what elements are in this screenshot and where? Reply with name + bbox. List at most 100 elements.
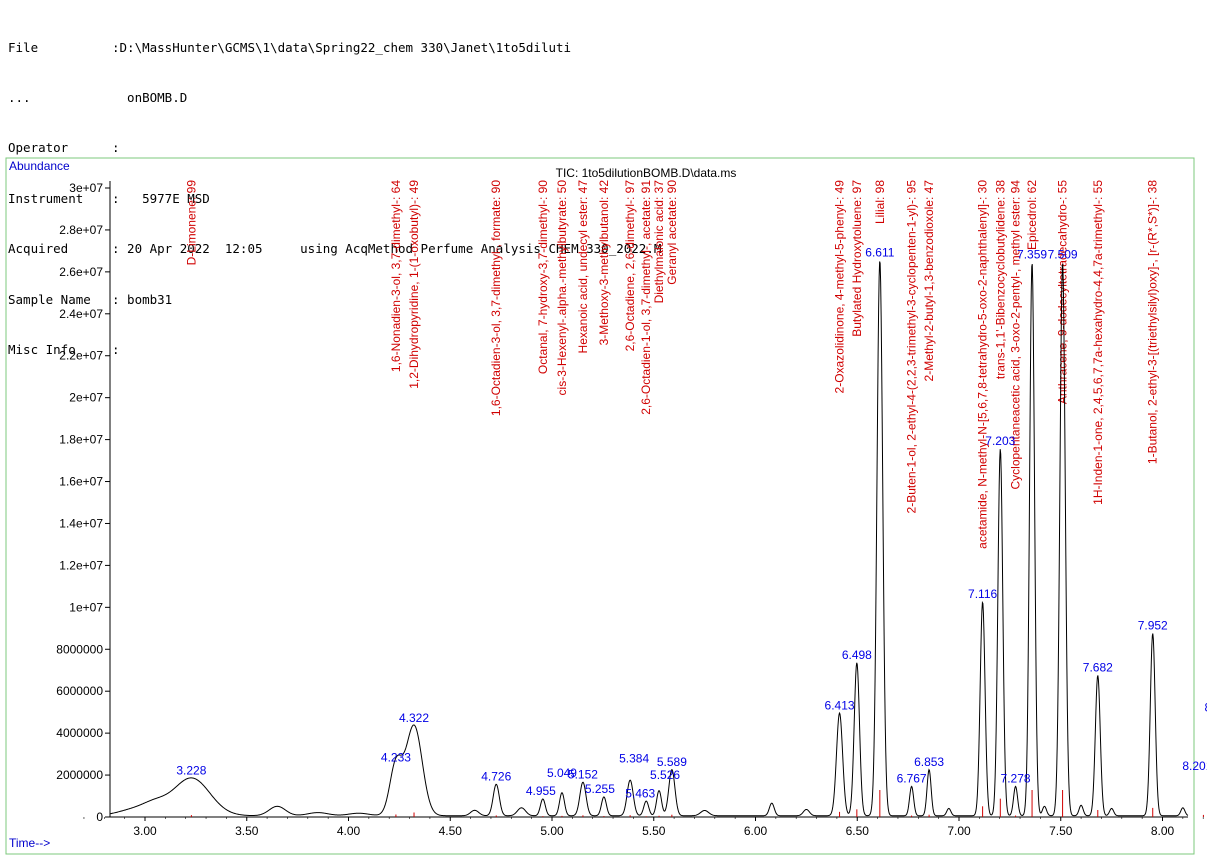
y-tick-label: 1.4e+07 (59, 516, 103, 530)
header-row-continuation: ... onBOMB.D (8, 90, 661, 107)
header-value: :D:\MassHunter\GCMS\1\data\Spring22_chem… (112, 39, 572, 55)
peak-label: 3.228 (176, 763, 206, 777)
header-row-misc-info: Misc Info: (8, 342, 661, 359)
y-tick-label: 2.8e+07 (59, 223, 103, 237)
x-tick-label: 4.00 (337, 824, 361, 838)
peak-label: 7.359 (1017, 247, 1047, 261)
peak-labels: 3.228 4.233 4.322 4.726 4.955 5.0495.1525.255… (176, 245, 1207, 800)
y-tick-label: 4000000 (56, 726, 103, 740)
compound-label: 2-Buten-1-ol, 2-ethyl-4-(2,2,3-trimethyl… (905, 180, 919, 514)
header-key: Operator (8, 140, 69, 156)
compound-label: 1,6-Octadien-3-ol, 3,7-dimethyl-, format… (489, 180, 503, 416)
peak-label: 4.726 (481, 770, 511, 784)
header-value: onBOMB.D (112, 89, 188, 105)
compound-label: Hexanoic acid, undecyl ester: 47 (576, 180, 590, 354)
compound-label: 2,6-Octadien-1-ol, 3,7-dimethyl-, acetat… (639, 180, 653, 415)
header-row-sample-name: Sample Name : bomb31 (8, 292, 661, 309)
tic-trace (110, 261, 1189, 817)
peak-label: 7.952 (1138, 619, 1168, 633)
header-key: Sample Name (8, 291, 91, 307)
compound-label: Diethylmalonic acid: 37 (652, 180, 666, 304)
y-tick-label: 2.6e+07 (59, 265, 103, 279)
x-tick-label: 6.00 (744, 824, 768, 838)
compound-label: trans-1,1'-Bibenzocyclobutylidene: 38 (993, 180, 1007, 379)
peak-label: 5.463 (625, 786, 655, 800)
compound-label: Geranyl acetate: 90 (665, 180, 679, 285)
compound-label: cis-3-Hexenyl-.alpha.-methylbutyrate: 50 (555, 180, 569, 396)
x-tick-label: 5.50 (642, 824, 666, 838)
compound-label: 2-Methyl-2-butyl-1,3-benzodioxole: 47 (922, 180, 936, 382)
compound-label: Octanal, 7-hydroxy-3,7-dimethyl-: 90 (536, 180, 550, 374)
header-key: ... (8, 89, 31, 105)
peak-label: 5.384 (619, 751, 649, 765)
x-tick-label: 4.50 (439, 824, 463, 838)
x-tick-label: 3.00 (133, 824, 157, 838)
y-tick-label: 1.2e+07 (59, 558, 103, 572)
compound-label: Butylated Hydroxytoluene: 97 (850, 180, 864, 337)
y-tick-label: 6000000 (56, 684, 103, 698)
header-row-instrument: Instrument : 5977E MSD (8, 191, 661, 208)
header-value: : (112, 341, 120, 357)
chart-title: TIC: 1to5dilutionBOMB.D\data.ms (556, 166, 737, 180)
compound-annotations: D-Limonene: 99 1,6-Nonadien-3-ol, 3,7-dim… (184, 180, 1160, 549)
header-value: : 20 Apr 2022 12:05 using AcqMethod Perf… (112, 241, 662, 257)
header-value: : bomb31 (112, 291, 173, 307)
header-key: File (8, 39, 39, 55)
y-tick-label: 3e+07 (69, 181, 103, 195)
y-tick-label: 0 (96, 810, 103, 824)
peak-label: 5.152 (568, 767, 598, 781)
compound-label: 1H-Inden-1-one, 2,4,5,6,7,7a-hexahydro-4… (1091, 180, 1105, 505)
compound-label: 1-Butanol, 2-ethyl-3-[(triethylsilyl)oxy… (1146, 180, 1160, 464)
peak-label: 4.322 (399, 711, 429, 725)
header-row-operator: Operator: (8, 140, 661, 157)
x-tick-label: 7.50 (1049, 824, 1073, 838)
peak-label: 8.280 (1204, 700, 1207, 714)
peak-label: 7.116 (968, 587, 997, 601)
header-value: : (112, 140, 120, 156)
y-tick-label: 1e+07 (69, 600, 103, 614)
y-tick-label: 2e+07 (69, 391, 103, 405)
peak-label: 4.955 (526, 784, 556, 798)
peak-label: 7.278 (1001, 772, 1031, 786)
peak-label: 4.233 (381, 751, 411, 765)
compound-label: 2-Oxazolidinone, 4-methyl-5-phenyl-: 49 (833, 180, 847, 394)
report-header: File :D:\MassHunter\GCMS\1\data\Spring22_… (8, 6, 661, 376)
peak-label: 6.767 (897, 772, 927, 786)
integration-markers (190, 790, 1204, 817)
x-tick-label: 6.50 (846, 824, 870, 838)
header-key: Acquired (8, 241, 69, 257)
header-key: Misc Info (8, 341, 76, 357)
x-tick-label: 7.00 (947, 824, 971, 838)
compound-label: Lilial: 98 (873, 180, 887, 224)
peak-label: 5.255 (585, 782, 615, 796)
y-tick-label: 1.8e+07 (59, 433, 103, 447)
peak-label: 7.682 (1083, 661, 1113, 675)
peak-label: 6.413 (825, 698, 855, 712)
peak-label: 5.526 (650, 768, 680, 782)
header-value: : 5977E MSD (112, 190, 210, 206)
compound-label: 2,6-Octadiene, 2,6-dimethyl-: 97 (623, 180, 637, 352)
compound-label: acetamide, N-methyl-N-[5,6,7,8-tetrahydr… (976, 180, 990, 549)
header-row-file: File :D:\MassHunter\GCMS\1\data\Spring22_… (8, 40, 661, 57)
header-row-acquired: Acquired : 20 Apr 2022 12:05 using AcqMet… (8, 241, 661, 258)
x-tick-label: 5.00 (540, 824, 564, 838)
y-tick-label: 2000000 (56, 768, 103, 782)
axis-ticks: 3.00 3.50 4.00 4.50 5.00 5.50 6.00 6.50 7.00 7.50… (56, 181, 1204, 838)
compound-label: 1,6-Nonadien-3-ol, 3,7-dimethyl-: 64 (389, 180, 403, 372)
peak-label: 6.611 (865, 245, 894, 259)
compound-label: Cyclopentaneacetic acid, 3-oxo-2-pentyl-… (1009, 180, 1023, 490)
x-tick-label: 8.00 (1151, 824, 1175, 838)
y-tick-label: 1.6e+07 (59, 475, 103, 489)
peak-label: 6.498 (842, 648, 872, 662)
compound-label: Epicedrol: 62 (1025, 180, 1039, 250)
compound-label: D-Limonene: 99 (184, 180, 198, 266)
compound-label: 1,2-Dihydropyridine, 1-(1-oxobutyl)-: 49 (407, 180, 421, 389)
y-tick-label: 2.4e+07 (59, 307, 103, 321)
y-axis-label: Abundance (9, 159, 70, 173)
peak-label: 5.589 (657, 755, 687, 769)
compound-label: 3-Methoxy-3-methylbutanol: 42 (597, 180, 611, 346)
y-tick-label: 8000000 (56, 642, 103, 656)
x-axis-label: Time--> (9, 836, 50, 850)
header-key: Instrument (8, 190, 84, 206)
